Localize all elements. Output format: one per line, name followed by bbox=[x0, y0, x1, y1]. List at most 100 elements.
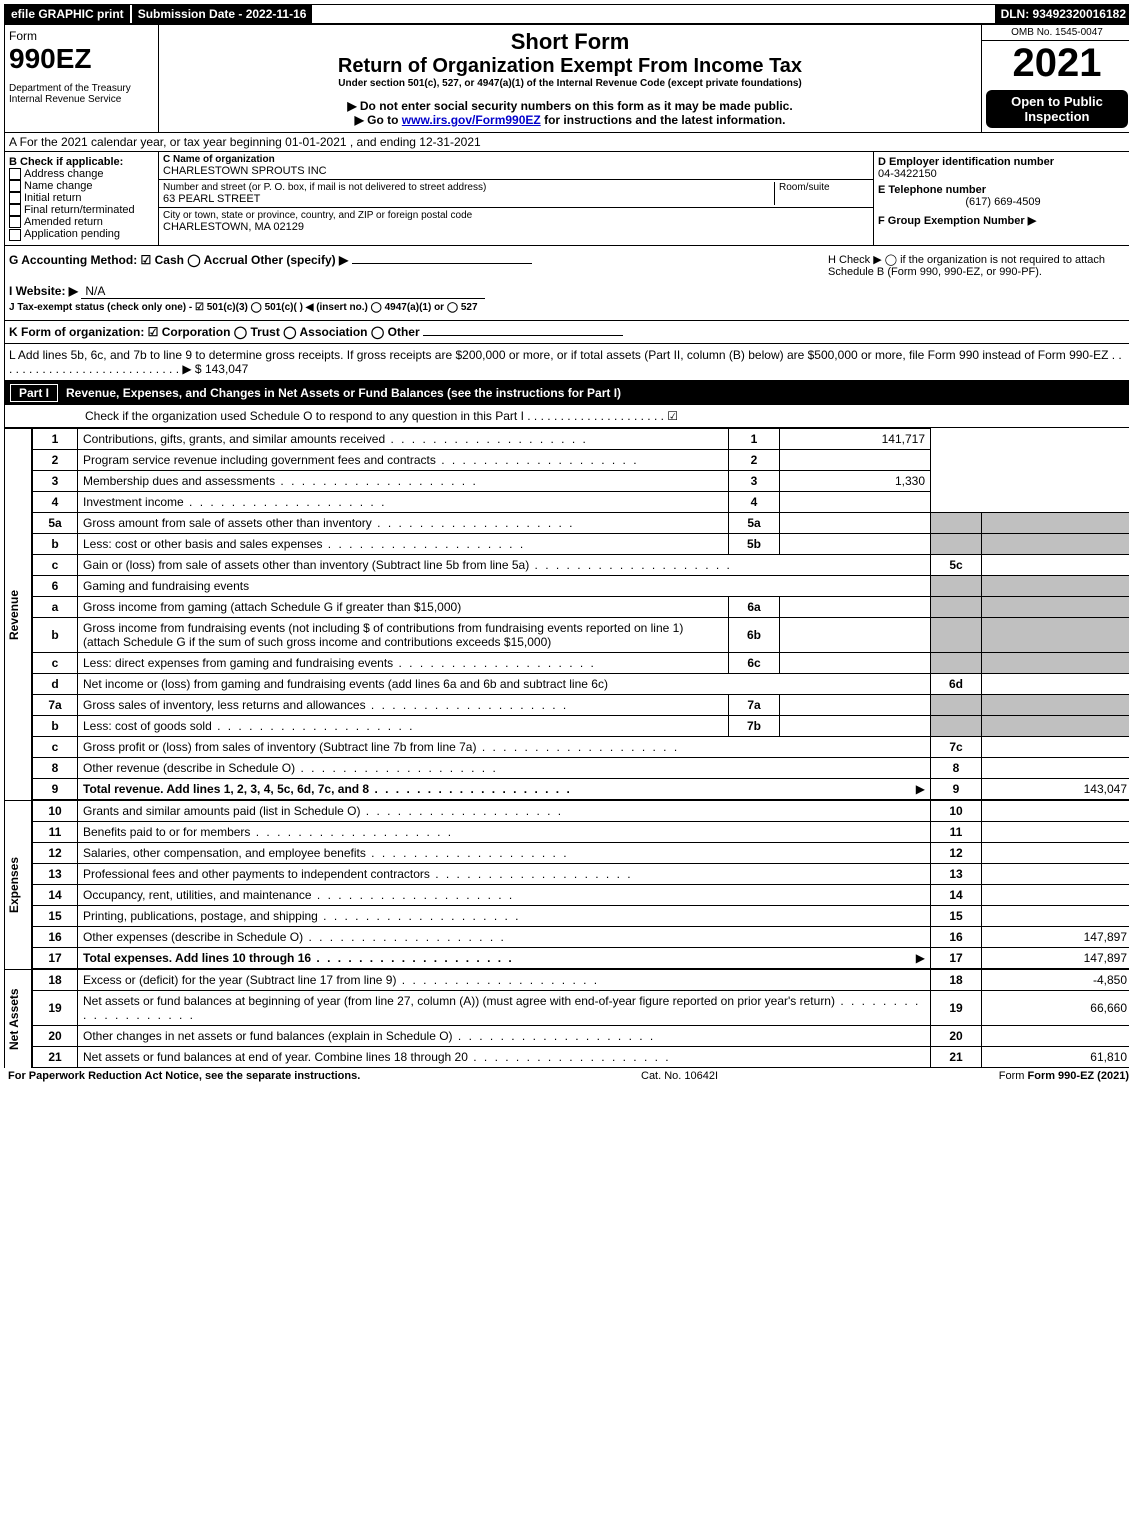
line-11: 11Benefits paid to or for members11 bbox=[33, 821, 1129, 842]
chk-address-change[interactable] bbox=[9, 168, 21, 180]
submission-date: Submission Date - 2022-11-16 bbox=[130, 5, 313, 23]
netassets-section: Net Assets 18Excess or (deficit) for the… bbox=[4, 969, 1129, 1068]
lbl-amended: Amended return bbox=[24, 216, 103, 228]
line-9: 9Total revenue. Add lines 1, 2, 3, 4, 5c… bbox=[33, 778, 1129, 799]
lbl-initial-return: Initial return bbox=[24, 192, 81, 204]
line-7a: 7aGross sales of inventory, less returns… bbox=[33, 694, 1129, 715]
line-16: 16Other expenses (describe in Schedule O… bbox=[33, 926, 1129, 947]
room-label: Room/suite bbox=[779, 182, 869, 193]
form-number: 990EZ bbox=[9, 43, 154, 75]
line-g: G Accounting Method: ☑ Cash ◯ Accrual Ot… bbox=[9, 253, 828, 278]
line-i: I Website: ▶ N/A bbox=[9, 284, 1128, 299]
line-6d: dNet income or (loss) from gaming and fu… bbox=[33, 673, 1129, 694]
ein: 04-3422150 bbox=[878, 168, 1128, 180]
lbl-pending: Application pending bbox=[24, 228, 120, 240]
line-4: 4Investment income4 bbox=[33, 491, 1129, 512]
revenue-section: Revenue 1Contributions, gifts, grants, a… bbox=[4, 428, 1129, 800]
e-label: E Telephone number bbox=[878, 184, 1128, 196]
street: 63 PEARL STREET bbox=[163, 193, 774, 205]
website-value: N/A bbox=[81, 284, 485, 299]
cat-no: Cat. No. 10642I bbox=[641, 1070, 718, 1082]
tax-year: 2021 bbox=[982, 41, 1129, 86]
telephone: (617) 669-4509 bbox=[878, 196, 1128, 208]
line-a-period: A For the 2021 calendar year, or tax yea… bbox=[4, 133, 1129, 152]
form-word: Form bbox=[9, 29, 154, 43]
box-d-e-f: D Employer identification number 04-3422… bbox=[874, 152, 1129, 245]
line-6b: bGross income from fundraising events (n… bbox=[33, 617, 1129, 652]
f-label: F Group Exemption Number ▶ bbox=[878, 214, 1128, 227]
line-3: 3Membership dues and assessments31,330 bbox=[33, 470, 1129, 491]
line-h: H Check ▶ ◯ if the organization is not r… bbox=[828, 253, 1128, 278]
line-14: 14Occupancy, rent, utilities, and mainte… bbox=[33, 884, 1129, 905]
paperwork-notice: For Paperwork Reduction Act Notice, see … bbox=[8, 1070, 360, 1082]
return-title: Return of Organization Exempt From Incom… bbox=[163, 55, 977, 78]
line-7b: bLess: cost of goods sold7b bbox=[33, 715, 1129, 736]
line-6a: aGross income from gaming (attach Schedu… bbox=[33, 596, 1129, 617]
box-b: B Check if applicable: Address change Na… bbox=[5, 152, 159, 245]
lbl-address-change: Address change bbox=[24, 168, 104, 180]
page-footer: For Paperwork Reduction Act Notice, see … bbox=[4, 1068, 1129, 1084]
netassets-label: Net Assets bbox=[4, 969, 32, 1068]
chk-initial-return[interactable] bbox=[9, 192, 21, 204]
line-20: 20Other changes in net assets or fund ba… bbox=[33, 1025, 1129, 1046]
line-17: 17Total expenses. Add lines 10 through 1… bbox=[33, 947, 1129, 968]
line-5a: 5aGross amount from sale of assets other… bbox=[33, 512, 1129, 533]
line-l: L Add lines 5b, 6c, and 7b to line 9 to … bbox=[4, 344, 1129, 381]
subtitle: Under section 501(c), 527, or 4947(a)(1)… bbox=[163, 78, 977, 89]
box-c: C Name of organization CHARLESTOWN SPROU… bbox=[159, 152, 874, 245]
expenses-section: Expenses 10Grants and similar amounts pa… bbox=[4, 800, 1129, 969]
street-label: Number and street (or P. O. box, if mail… bbox=[163, 182, 774, 193]
part1-title: Revenue, Expenses, and Changes in Net As… bbox=[66, 386, 621, 400]
chk-name-change[interactable] bbox=[9, 180, 21, 192]
misc-block: G Accounting Method: ☑ Cash ◯ Accrual Ot… bbox=[4, 246, 1129, 321]
line-13: 13Professional fees and other payments t… bbox=[33, 863, 1129, 884]
ssn-warning: ▶ Do not enter social security numbers o… bbox=[163, 99, 977, 113]
org-name: CHARLESTOWN SPROUTS INC bbox=[163, 165, 869, 177]
line-19: 19Net assets or fund balances at beginni… bbox=[33, 990, 1129, 1025]
line-j: J Tax-exempt status (check only one) - ☑… bbox=[9, 302, 1128, 313]
irs-label: Internal Revenue Service bbox=[9, 94, 154, 105]
omb-number: OMB No. 1545-0047 bbox=[982, 25, 1129, 41]
city-state-zip: CHARLESTOWN, MA 02129 bbox=[163, 221, 869, 233]
line-5c: cGain or (loss) from sale of assets othe… bbox=[33, 554, 1129, 575]
short-form-title: Short Form bbox=[163, 29, 977, 55]
goto-post: for instructions and the latest informat… bbox=[544, 113, 785, 127]
line-15: 15Printing, publications, postage, and s… bbox=[33, 905, 1129, 926]
line-6: 6Gaming and fundraising events bbox=[33, 575, 1129, 596]
city-label: City or town, state or province, country… bbox=[163, 210, 869, 221]
dln: DLN: 93492320016182 bbox=[995, 5, 1129, 23]
irs-link[interactable]: www.irs.gov/Form990EZ bbox=[402, 113, 541, 127]
chk-final-return[interactable] bbox=[9, 204, 21, 216]
line-k: K Form of organization: ☑ Corporation ◯ … bbox=[4, 321, 1129, 344]
line-7c: cGross profit or (loss) from sales of in… bbox=[33, 736, 1129, 757]
part1-label: Part I bbox=[10, 384, 58, 402]
box-b-title: B Check if applicable: bbox=[9, 156, 154, 168]
expenses-label: Expenses bbox=[4, 800, 32, 969]
line-18: 18Excess or (deficit) for the year (Subt… bbox=[33, 969, 1129, 990]
revenue-label: Revenue bbox=[4, 428, 32, 800]
line-1: 1Contributions, gifts, grants, and simil… bbox=[33, 428, 1129, 449]
goto-pre: ▶ Go to bbox=[355, 113, 402, 127]
lbl-name-change: Name change bbox=[24, 180, 93, 192]
line-8: 8Other revenue (describe in Schedule O)8 bbox=[33, 757, 1129, 778]
line-12: 12Salaries, other compensation, and empl… bbox=[33, 842, 1129, 863]
top-bar: efile GRAPHIC print Submission Date - 20… bbox=[4, 4, 1129, 24]
chk-amended[interactable] bbox=[9, 216, 21, 228]
open-to-public: Open to Public Inspection bbox=[986, 90, 1128, 128]
dept-treasury: Department of the Treasury bbox=[9, 83, 154, 94]
line-2: 2Program service revenue including gover… bbox=[33, 449, 1129, 470]
d-label: D Employer identification number bbox=[878, 156, 1128, 168]
form-header: Form 990EZ Department of the Treasury In… bbox=[4, 24, 1129, 133]
part1-header: Part I Revenue, Expenses, and Changes in… bbox=[4, 381, 1129, 405]
line-21: 21Net assets or fund balances at end of … bbox=[33, 1046, 1129, 1067]
efile-print[interactable]: efile GRAPHIC print bbox=[5, 5, 130, 23]
line-10: 10Grants and similar amounts paid (list … bbox=[33, 800, 1129, 821]
form-ref: Form Form 990-EZ (2021) bbox=[999, 1070, 1129, 1082]
chk-pending[interactable] bbox=[9, 229, 21, 241]
line-6c: cLess: direct expenses from gaming and f… bbox=[33, 652, 1129, 673]
entity-block: B Check if applicable: Address change Na… bbox=[4, 152, 1129, 246]
part1-sub: Check if the organization used Schedule … bbox=[4, 405, 1129, 428]
c-label: C Name of organization bbox=[163, 154, 869, 165]
line-5b: bLess: cost or other basis and sales exp… bbox=[33, 533, 1129, 554]
lbl-final-return: Final return/terminated bbox=[24, 204, 135, 216]
